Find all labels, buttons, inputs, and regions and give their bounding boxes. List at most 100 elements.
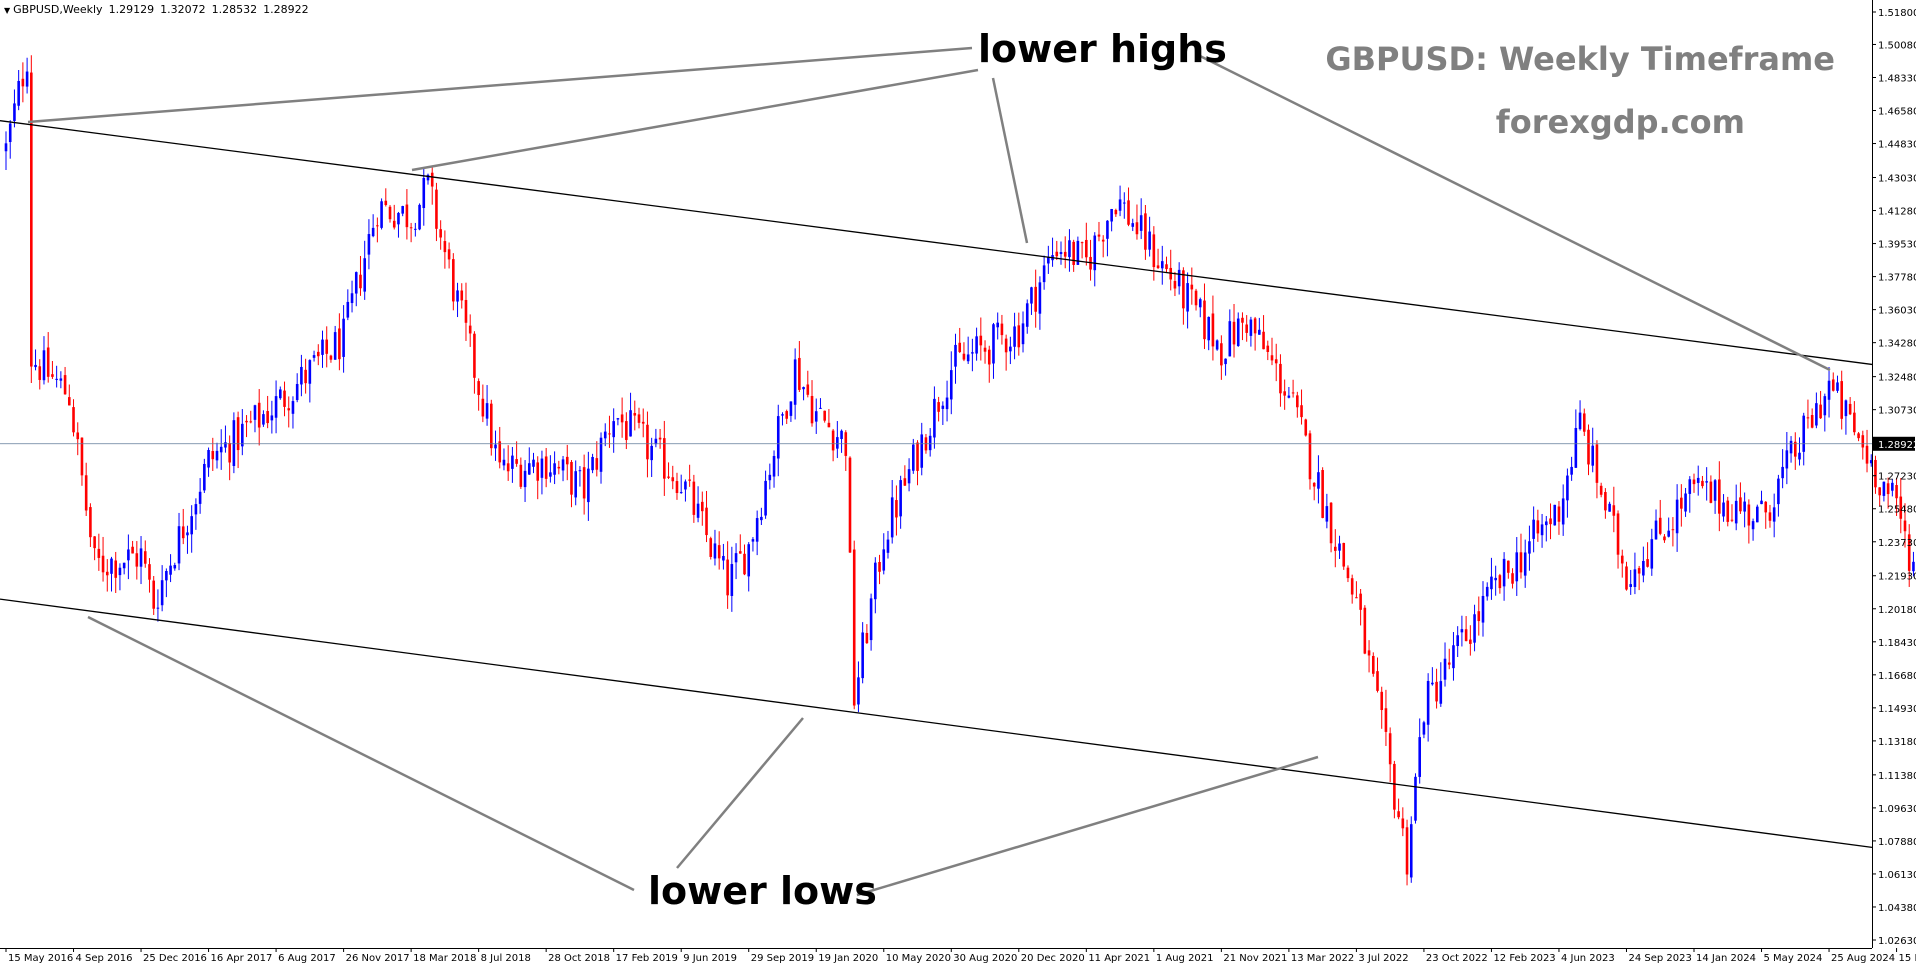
candle-body: [17, 80, 20, 106]
candle-body: [1021, 323, 1025, 345]
candle-body: [1629, 584, 1632, 588]
candle-body: [1899, 496, 1903, 519]
candle-body: [291, 401, 295, 414]
candle-body: [810, 395, 814, 424]
candle-body: [51, 374, 54, 377]
candle-body: [1760, 500, 1763, 505]
candle-body: [684, 481, 687, 490]
x-tick-label: 25 Aug 2024: [1831, 953, 1895, 964]
candle-body: [696, 503, 700, 518]
candle-body: [1519, 552, 1523, 573]
candle-body: [312, 355, 316, 358]
candle-body: [118, 567, 122, 576]
candle-body: [971, 352, 974, 354]
candle-body: [186, 532, 189, 536]
candle-body: [1806, 417, 1810, 419]
open-value: 1.29129: [108, 3, 155, 16]
candle-body: [321, 339, 324, 355]
candle-body: [1431, 682, 1434, 685]
y-tick-label: 1.34280: [1878, 339, 1916, 350]
candle-body: [494, 444, 497, 449]
y-tick-label: 1.39530: [1878, 240, 1916, 251]
candle-body: [865, 632, 869, 644]
candle-body: [675, 481, 679, 494]
candle-body: [1296, 395, 1299, 408]
lower-lows-label: lower lows: [648, 869, 877, 913]
candle-body: [730, 564, 734, 596]
candle-body: [1599, 485, 1603, 495]
candle-body: [949, 370, 953, 400]
candle-body: [751, 539, 755, 542]
x-tick-label: 20 Dec 2020: [1021, 953, 1085, 964]
candle-body: [1815, 403, 1818, 426]
y-tick-label: 1.09630: [1878, 804, 1916, 815]
candle-body: [97, 548, 101, 558]
candle-body: [1498, 575, 1502, 589]
y-tick-label: 1.13180: [1878, 737, 1916, 748]
candle-body: [966, 354, 970, 362]
candle-body: [916, 442, 919, 471]
candle-body: [713, 543, 717, 559]
candle-body: [1131, 223, 1135, 227]
x-tick-label: 3 Jul 2022: [1358, 953, 1408, 964]
candle-body: [485, 403, 489, 419]
candle-body: [148, 564, 151, 580]
candle-body: [519, 464, 523, 487]
candle-body: [300, 366, 303, 385]
candle-body: [473, 333, 476, 378]
y-tick-label: 1.25480: [1878, 505, 1916, 516]
candle-body: [262, 414, 265, 425]
candle-body: [912, 444, 915, 471]
candle-body: [1055, 251, 1059, 257]
candle-body: [1220, 343, 1223, 366]
candle-body: [1701, 480, 1704, 487]
candle-body: [1827, 380, 1831, 400]
candle-body: [1203, 300, 1206, 340]
candle-body: [1473, 614, 1476, 643]
candle-body: [207, 449, 210, 468]
candle-body: [1502, 558, 1506, 587]
candle-body: [1435, 681, 1438, 702]
candle-body: [354, 272, 358, 294]
candle-body: [1380, 691, 1384, 711]
candle-body: [772, 455, 776, 477]
candle-body: [671, 477, 675, 482]
x-tick-label: 1 Aug 2021: [1156, 953, 1214, 964]
candle-body: [363, 258, 366, 292]
y-tick-label: 1.27230: [1878, 472, 1916, 483]
candle-body: [1017, 325, 1021, 348]
candle-body: [1182, 270, 1185, 309]
candle-body: [342, 318, 345, 357]
candle-body: [498, 441, 502, 463]
x-tick-label: 5 May 2024: [1764, 953, 1823, 964]
candle-body: [1329, 502, 1333, 544]
candle-body: [249, 421, 253, 423]
candle-body: [511, 455, 514, 469]
x-tick-label: 16 Apr 2017: [211, 953, 273, 964]
candle-body: [1228, 321, 1232, 357]
candle-body: [1620, 555, 1624, 564]
candle-body: [743, 553, 746, 575]
candle-body: [738, 551, 742, 554]
annotation-arrow: [856, 755, 1319, 897]
candle-body: [1667, 530, 1670, 537]
candle-body: [1739, 497, 1742, 512]
candle-body: [477, 381, 480, 396]
candle-body: [1545, 521, 1548, 526]
y-tick-label: 1.50080: [1878, 40, 1916, 51]
candle-body: [591, 456, 594, 471]
candle-body: [1532, 519, 1535, 539]
candle-body: [414, 228, 417, 230]
candle-body: [1557, 506, 1561, 522]
candle-body: [608, 433, 611, 435]
candle-body: [692, 481, 696, 515]
candle-body: [1705, 481, 1708, 483]
candle-body: [1831, 379, 1835, 391]
candle-body: [169, 565, 172, 575]
candle-body: [1135, 222, 1139, 235]
candle-body: [1718, 479, 1721, 514]
candle-body: [1245, 324, 1248, 333]
candle-body: [1190, 284, 1194, 290]
candle-body: [1684, 493, 1687, 512]
candle-body: [1093, 235, 1097, 271]
